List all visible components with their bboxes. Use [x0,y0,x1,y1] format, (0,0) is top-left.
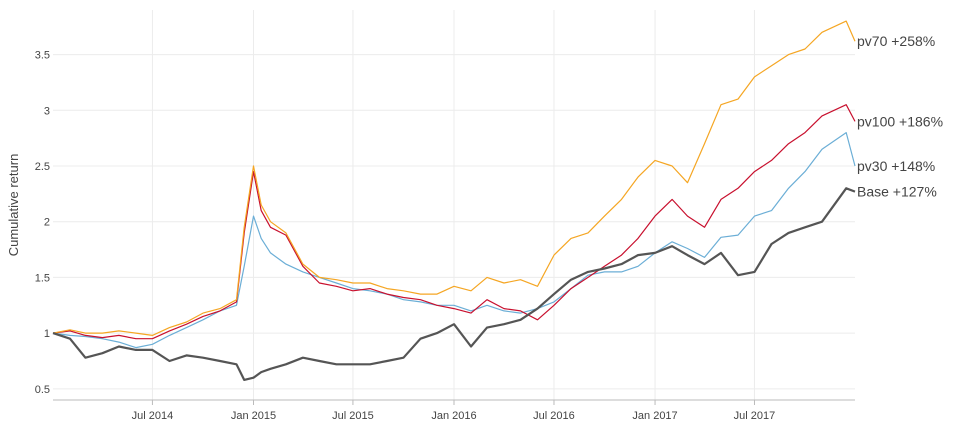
series-lines [52,20,856,381]
x-tick-label: Jan 2015 [231,410,276,422]
series-end-label-base: Base +127% [857,184,937,200]
y-tick-label: 1 [44,328,50,340]
x-tick-label: Jan 2017 [632,410,677,422]
y-gridlines [53,54,855,390]
series-end-labels: pv30 +148% pv100 +186% pv70 +258% Base +127… [857,33,943,199]
y-axis-ticks: 0.5 1 1.5 2 2.5 3 3.5 [35,50,50,396]
series-end-label-pv100: pv100 +186% [857,113,943,129]
x-gridlines [151,10,755,400]
x-tick-label: Jan 2016 [431,410,476,422]
y-tick-label: 2 [44,217,50,229]
series-end-label-pv30: pv30 +148% [857,158,935,174]
x-tick-label: Jul 2015 [332,410,374,422]
y-axis-title: Cumulative return [6,154,21,257]
x-axis-ticks: Jul 2014 Jan 2015 Jul 2015 Jan 2016 Jul 2016… [132,400,776,422]
y-tick-label: 0.5 [35,384,50,396]
series-line-pv70 [52,20,856,336]
x-tick-label: Jul 2017 [734,410,776,422]
series-end-label-pv70: pv70 +258% [857,33,935,49]
series-line-pv100 [52,104,856,340]
y-tick-label: 1.5 [35,272,50,284]
x-tick-label: Jul 2014 [132,410,174,422]
y-tick-label: 3 [44,105,50,117]
x-tick-label: Jul 2016 [533,410,575,422]
series-line-base [52,187,856,381]
y-tick-label: 2.5 [35,161,50,173]
y-tick-label: 3.5 [35,50,50,62]
